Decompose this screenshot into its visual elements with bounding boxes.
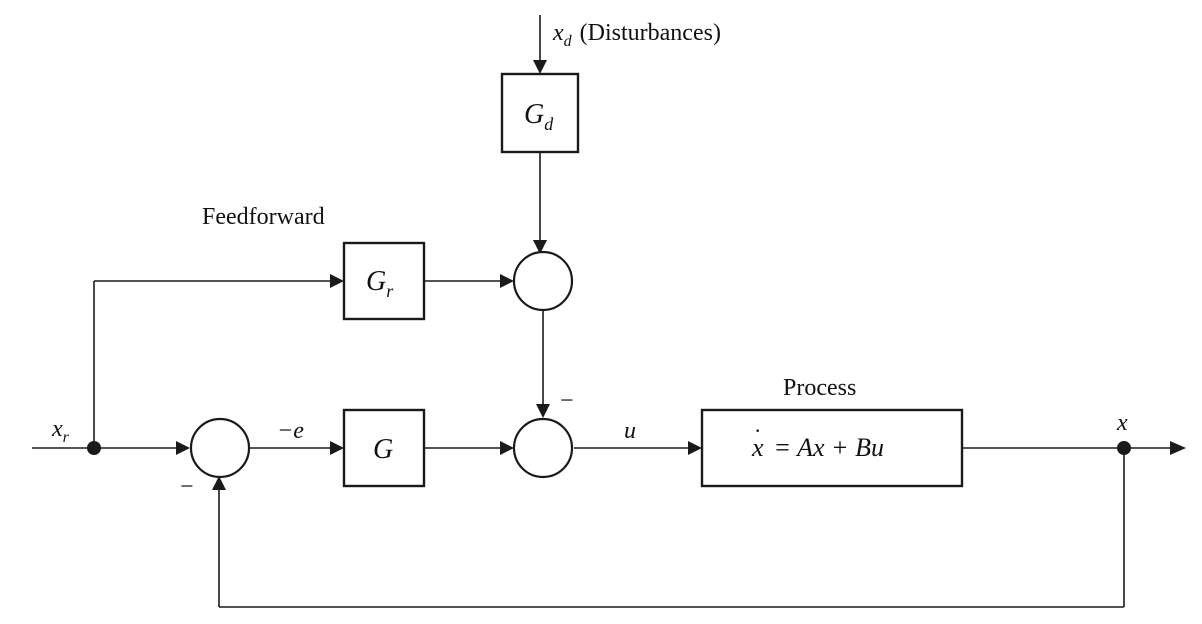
lower-summer-minus-sign: − (560, 388, 574, 414)
reference-input-label: xr (51, 416, 70, 446)
lower-summer-left-arrowhead (500, 441, 514, 455)
lower-summer-top-arrowhead (536, 404, 550, 418)
process-input-arrowhead (688, 441, 702, 455)
g-block-label: G (373, 434, 393, 465)
reference-takeoff-point (87, 441, 101, 455)
gd-block-label: Gd (524, 99, 554, 134)
output-label: x (1116, 410, 1128, 436)
disturbance-label: xd (Disturbances) (552, 20, 721, 50)
output-takeoff-point (1117, 441, 1131, 455)
disturbance-arrowhead (533, 60, 547, 74)
upper-summing-junction (512, 250, 574, 312)
feedforward-label: Feedforward (202, 204, 325, 230)
gd-block (500, 72, 580, 154)
g-input-arrowhead (330, 441, 344, 455)
gr-block (342, 241, 426, 321)
control-signal-label: u (624, 418, 636, 444)
output-arrowhead (1170, 441, 1186, 455)
process-block (700, 408, 964, 488)
gd-to-summer-arrowhead (533, 240, 547, 254)
gr-output-arrowhead (500, 274, 514, 288)
process-equation: x = Ax + Bu (751, 433, 884, 462)
error-signal-label: −e (277, 418, 304, 444)
error-summer-arrowhead (176, 441, 190, 455)
feedback-minus-sign: − (180, 474, 194, 500)
error-summing-junction (189, 417, 251, 479)
feedback-arrowhead (212, 476, 226, 490)
gr-block-label: Gr (366, 266, 394, 301)
gr-input-arrowhead (330, 274, 344, 288)
process-equation-dot: · (754, 418, 761, 443)
lower-summing-junction (512, 417, 574, 479)
process-title: Process (783, 375, 856, 401)
g-block (342, 408, 426, 488)
